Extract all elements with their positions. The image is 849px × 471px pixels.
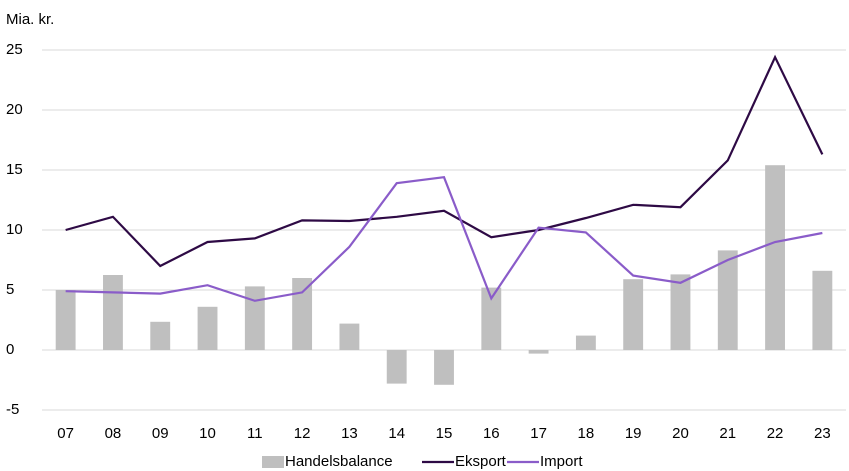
line (65, 176, 823, 302)
x-tick-label: 12 (294, 425, 311, 442)
bar (197, 306, 218, 350)
y-tick-label: -5 (6, 401, 19, 418)
bar (244, 286, 265, 350)
bar (765, 165, 785, 350)
x-tick-label: 19 (625, 425, 642, 442)
x-tick-label: 08 (105, 425, 122, 442)
x-tick-label: 16 (483, 425, 500, 442)
bar (528, 350, 549, 354)
x-tick-label: 09 (152, 425, 169, 442)
bar (339, 323, 360, 350)
bar (103, 275, 123, 350)
x-tick-label: 14 (388, 425, 405, 442)
x-tick-label: 20 (672, 425, 689, 442)
bar (670, 274, 691, 350)
bar (812, 270, 833, 350)
x-tick-label: 13 (341, 425, 358, 442)
bar (717, 250, 738, 350)
y-tick-label: 0 (6, 341, 14, 358)
bar (623, 279, 644, 350)
legend-label: Handelsbalance (285, 453, 393, 470)
bar (481, 287, 502, 350)
legend-label: Import (540, 453, 583, 470)
bar (292, 278, 313, 350)
line (65, 54, 824, 268)
x-tick-label: 22 (767, 425, 784, 442)
y-tick-label: 20 (6, 101, 23, 118)
bar (386, 350, 407, 384)
bar (150, 321, 171, 350)
y-tick-label: 10 (6, 221, 23, 238)
x-tick-label: 17 (530, 425, 547, 442)
legend-swatch (262, 456, 284, 468)
x-tick-label: 21 (719, 425, 736, 442)
legend-label: Eksport (455, 453, 507, 470)
x-tick-label: 11 (247, 425, 263, 442)
x-tick-label: 23 (814, 425, 831, 442)
x-tick-label: 10 (199, 425, 216, 442)
x-tick-label: 15 (436, 425, 453, 442)
bar (575, 335, 596, 350)
bar (434, 350, 454, 385)
y-tick-label: 25 (6, 41, 23, 58)
y-tick-label: 15 (6, 161, 23, 178)
y-axis-label: Mia. kr. (6, 11, 54, 28)
x-tick-label: 07 (57, 425, 74, 442)
bar (55, 290, 76, 350)
x-tick-label: 18 (578, 425, 595, 442)
y-tick-label: 5 (6, 281, 14, 298)
